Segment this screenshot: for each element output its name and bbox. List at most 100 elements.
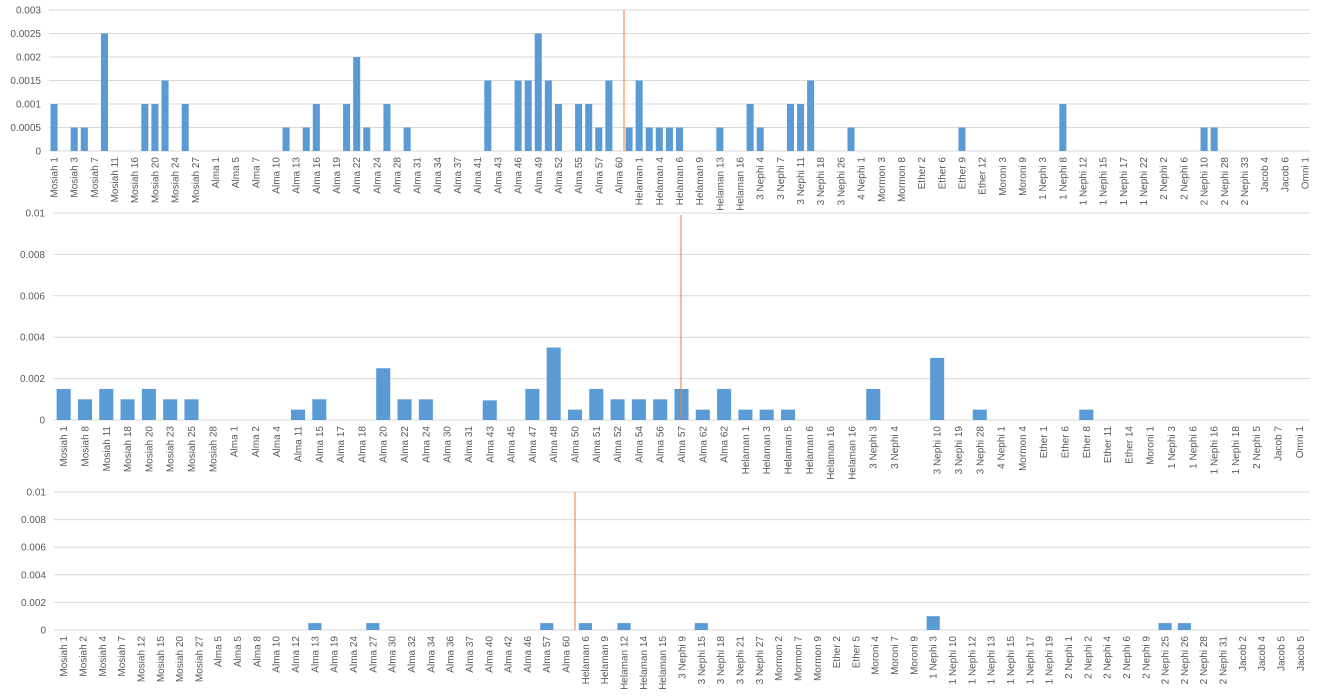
- bar: [534, 33, 542, 151]
- x-tick-label: Jacob 2: [1238, 636, 1249, 671]
- bar: [312, 399, 327, 420]
- x-tick-label: Jacob 5: [1296, 636, 1307, 671]
- y-tick-label: 0.0005: [10, 123, 41, 134]
- x-tick-label: 3 Nephi 7: [776, 157, 787, 200]
- bar: [759, 409, 774, 420]
- x-tick-label: Ether 2: [917, 157, 928, 190]
- bar: [1177, 623, 1191, 630]
- x-tick-label: 1 Nephi 10: [948, 636, 959, 685]
- bar: [99, 388, 114, 420]
- x-tick-label: Alma 43: [493, 157, 504, 194]
- marks: 0 0.0005 0.001 0.0015 0.002 0.0025 0.003 Mosiah…: [10, 6, 1311, 690]
- x-tick-label: 1 Nephi 15: [1099, 157, 1110, 206]
- bar: [972, 409, 987, 420]
- bar: [780, 409, 796, 420]
- x-tick-label: 2 Nephi 4: [1103, 636, 1114, 679]
- y-tick-label: 0.002: [20, 374, 45, 385]
- bar: [645, 127, 653, 151]
- x-tick-label: Alma 47: [528, 426, 539, 463]
- x-tick-label: Mosiah 7: [90, 157, 101, 198]
- bar: [589, 388, 604, 420]
- x-tick-label: Alma 50: [570, 426, 581, 463]
- bar: [141, 104, 149, 151]
- x-tick-label: Mosiah 25: [187, 426, 198, 473]
- bar: [353, 57, 361, 151]
- x-tick-label: Moroni 7: [890, 636, 901, 675]
- bar: [1200, 127, 1208, 151]
- x-tick-label: Mosiah 23: [166, 426, 177, 473]
- bar: [1079, 409, 1094, 420]
- bar: [756, 127, 764, 151]
- x-tick-label: Alma 11: [294, 426, 305, 462]
- bar: [694, 623, 708, 630]
- x-tick-label: Helaman 15: [658, 636, 669, 690]
- bar: [716, 127, 724, 151]
- bar: [383, 104, 391, 151]
- bar: [151, 104, 159, 151]
- x-tick-label: Omni 1: [1295, 426, 1306, 459]
- bar: [695, 409, 710, 420]
- x-tick-label: 2 Nephi 10: [1200, 157, 1211, 206]
- x-tick-label: Alma 45: [507, 426, 518, 463]
- x-tick-label: Alma 37: [465, 636, 476, 673]
- bar: [540, 623, 554, 630]
- bar: [403, 127, 411, 151]
- x-tick-label: 2 Nephi 2: [1083, 636, 1094, 679]
- x-tick-label: Alma 51: [592, 426, 603, 463]
- x-tick-label: Alma 8: [252, 636, 263, 668]
- bar: [161, 80, 169, 151]
- y-tick-label: 0: [39, 416, 45, 427]
- x-tick-label: Helaman 14: [639, 636, 650, 690]
- bar: [746, 104, 754, 151]
- x-tick-label: 1 Nephi 12: [1079, 157, 1090, 206]
- bar: [847, 127, 855, 151]
- bar: [376, 368, 391, 420]
- bar: [665, 127, 673, 151]
- x-tick-label: Mosiah 16: [130, 157, 141, 204]
- bar: [675, 127, 684, 151]
- bar: [546, 347, 561, 420]
- bar: [181, 104, 189, 151]
- x-tick-label: Mosiah 20: [144, 426, 155, 473]
- x-tick-label: 3 Nephi 15: [697, 636, 708, 685]
- x-tick-label: 3 Nephi 4: [890, 426, 901, 469]
- x-tick-label: 3 Nephi 27: [755, 636, 766, 685]
- x-tick-label: 3 Nephi 19: [954, 426, 965, 475]
- x-tick-label: Ether 5: [851, 636, 862, 669]
- x-tick-label: Alma 24: [372, 157, 383, 194]
- x-tick-label: 3 Nephi 9: [678, 636, 689, 679]
- x-tick-label: Alma 5: [231, 157, 242, 189]
- x-tick-label: 1 Nephi 16: [1210, 426, 1221, 475]
- x-tick-label: Ether 11: [1103, 426, 1114, 463]
- bar: [631, 399, 646, 420]
- bar: [100, 33, 109, 151]
- x-tick-label: Mormon 9: [813, 636, 824, 681]
- bar: [514, 80, 522, 151]
- x-tick-label: Helaman 16: [826, 426, 837, 480]
- x-tick-label: 2 Nephi 5: [1252, 426, 1263, 469]
- x-tick-label: Mosiah 24: [171, 157, 182, 204]
- x-tick-label: Helaman 13: [715, 157, 726, 211]
- bar: [343, 104, 351, 151]
- y-tick-label: 0.003: [16, 6, 41, 17]
- y-tick-label: 0.004: [21, 570, 46, 581]
- x-tick-label: Alma 12: [291, 636, 302, 673]
- x-tick-label: Mosiah 1: [50, 157, 61, 198]
- x-tick-label: Alma 22: [400, 426, 411, 463]
- x-tick-label: Helaman 12: [620, 636, 631, 690]
- x-tick-label: Mosiah 8: [80, 426, 91, 467]
- x-tick-label: Alma 2: [251, 426, 262, 458]
- bar: [930, 357, 945, 420]
- y-tick-label: 0.008: [21, 515, 46, 526]
- x-tick-label: Alma 30: [443, 426, 454, 463]
- x-tick-label: Moroni 1: [1146, 426, 1157, 465]
- bar: [866, 388, 881, 420]
- bar: [585, 104, 593, 151]
- bar: [605, 80, 613, 151]
- x-tick-label: Alma 62: [720, 426, 731, 463]
- bar: [282, 127, 290, 151]
- x-tick-label: Alma 1: [230, 426, 241, 458]
- x-tick-label: Mosiah 3: [70, 157, 81, 198]
- x-tick-label: Alma 49: [534, 157, 545, 194]
